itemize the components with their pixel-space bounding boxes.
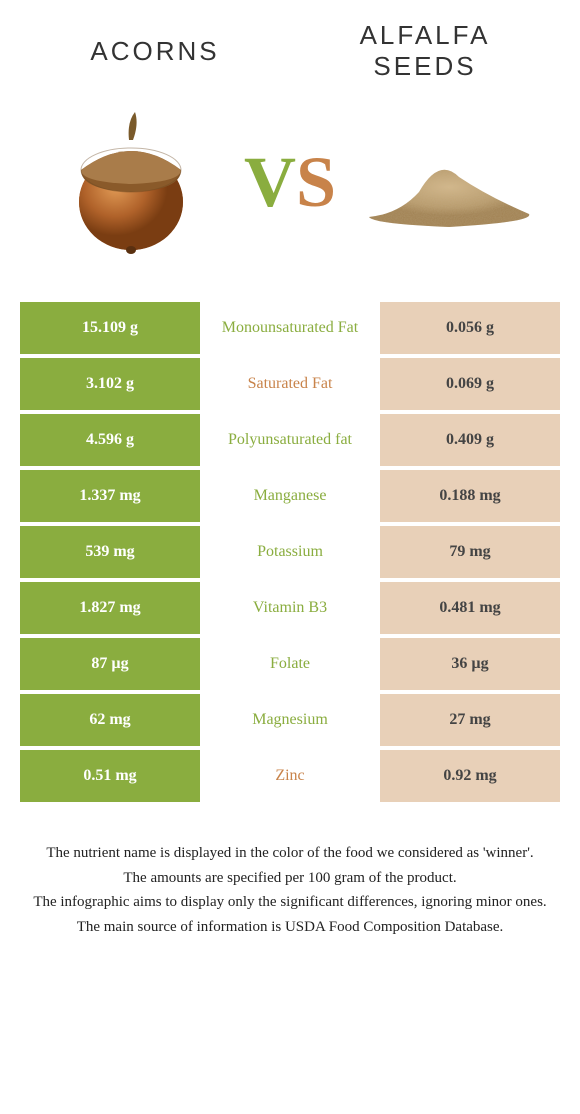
- table-row: 0.51 mgZinc0.92 mg: [20, 750, 560, 802]
- table-row: 4.596 gPolyunsaturated fat0.409 g: [20, 414, 560, 466]
- nutrient-label: Potassium: [200, 526, 380, 578]
- vs-s: S: [296, 142, 336, 222]
- table-row: 539 mgPotassium79 mg: [20, 526, 560, 578]
- value-right: 27 mg: [380, 694, 560, 746]
- value-right: 0.409 g: [380, 414, 560, 466]
- nutrient-label: Monounsaturated Fat: [200, 302, 380, 354]
- value-right: 0.069 g: [380, 358, 560, 410]
- value-left: 3.102 g: [20, 358, 200, 410]
- value-left: 4.596 g: [20, 414, 200, 466]
- food-title-right: Alfalfa seeds: [325, 20, 525, 82]
- seeds-pile-icon: [359, 122, 539, 242]
- value-right: 0.481 mg: [380, 582, 560, 634]
- nutrient-label: Magnesium: [200, 694, 380, 746]
- footer-notes: The nutrient name is displayed in the co…: [20, 842, 560, 938]
- nutrient-label: Saturated Fat: [200, 358, 380, 410]
- header-row: Acorns Alfalfa seeds: [20, 20, 560, 82]
- footer-line: The amounts are specified per 100 gram o…: [30, 867, 550, 890]
- table-row: 1.827 mgVitamin B30.481 mg: [20, 582, 560, 634]
- table-row: 3.102 gSaturated Fat0.069 g: [20, 358, 560, 410]
- acorn-icon: [51, 102, 211, 262]
- value-left: 62 mg: [20, 694, 200, 746]
- comparison-table: 15.109 gMonounsaturated Fat0.056 g3.102 …: [20, 302, 560, 802]
- value-left: 15.109 g: [20, 302, 200, 354]
- table-row: 15.109 gMonounsaturated Fat0.056 g: [20, 302, 560, 354]
- footer-line: The main source of information is USDA F…: [30, 916, 550, 939]
- footer-line: The infographic aims to display only the…: [30, 891, 550, 914]
- food-image-left: [41, 102, 221, 262]
- value-right: 79 mg: [380, 526, 560, 578]
- nutrient-label: Folate: [200, 638, 380, 690]
- food-title-left: Acorns: [55, 36, 255, 67]
- nutrient-label: Manganese: [200, 470, 380, 522]
- value-right: 36 µg: [380, 638, 560, 690]
- value-left: 1.337 mg: [20, 470, 200, 522]
- food-image-right: [359, 102, 539, 262]
- value-left: 87 µg: [20, 638, 200, 690]
- table-row: 87 µgFolate36 µg: [20, 638, 560, 690]
- value-left: 0.51 mg: [20, 750, 200, 802]
- nutrient-label: Zinc: [200, 750, 380, 802]
- images-row: VS: [20, 102, 560, 262]
- table-row: 1.337 mgManganese0.188 mg: [20, 470, 560, 522]
- table-row: 62 mgMagnesium27 mg: [20, 694, 560, 746]
- vs-label: VS: [244, 141, 336, 224]
- value-right: 0.056 g: [380, 302, 560, 354]
- value-right: 0.92 mg: [380, 750, 560, 802]
- vs-v: V: [244, 142, 296, 222]
- value-right: 0.188 mg: [380, 470, 560, 522]
- nutrient-label: Vitamin B3: [200, 582, 380, 634]
- value-left: 1.827 mg: [20, 582, 200, 634]
- footer-line: The nutrient name is displayed in the co…: [30, 842, 550, 865]
- nutrient-label: Polyunsaturated fat: [200, 414, 380, 466]
- value-left: 539 mg: [20, 526, 200, 578]
